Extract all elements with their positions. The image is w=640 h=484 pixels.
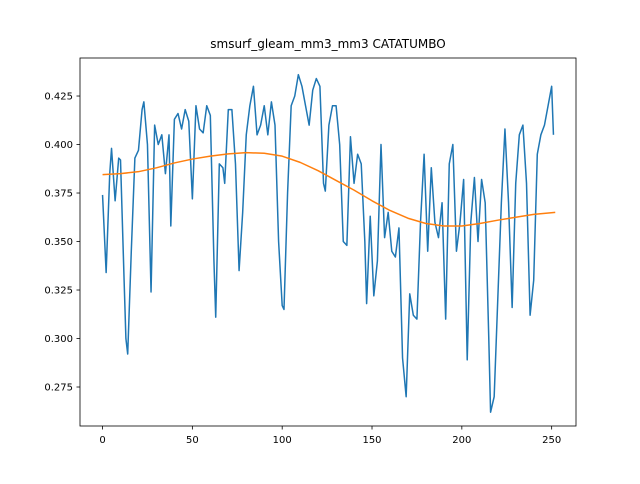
x-tick-label: 0	[99, 435, 105, 446]
line-series	[102, 151, 556, 227]
y-tick-label: 0.375	[44, 189, 73, 200]
y-tick-label: 0.425	[44, 92, 73, 103]
plot-frame	[79, 57, 577, 427]
y-tick-label: 0.300	[44, 334, 73, 345]
x-tick-label: 200	[452, 435, 471, 446]
x-tick-label: 150	[362, 435, 381, 446]
x-tick-label: 50	[186, 435, 199, 446]
chart-title: smsurf_gleam_mm3_mm3 CATATUMBO	[210, 37, 445, 51]
y-tick-label: 0.275	[44, 383, 73, 394]
y-tick-label: 0.325	[44, 286, 73, 297]
line-series	[101, 73, 555, 413]
x-tick-label: 250	[542, 435, 561, 446]
y-tick-label: 0.400	[44, 140, 73, 151]
x-tick-label: 100	[273, 435, 292, 446]
y-tick-label: 0.350	[44, 237, 73, 248]
